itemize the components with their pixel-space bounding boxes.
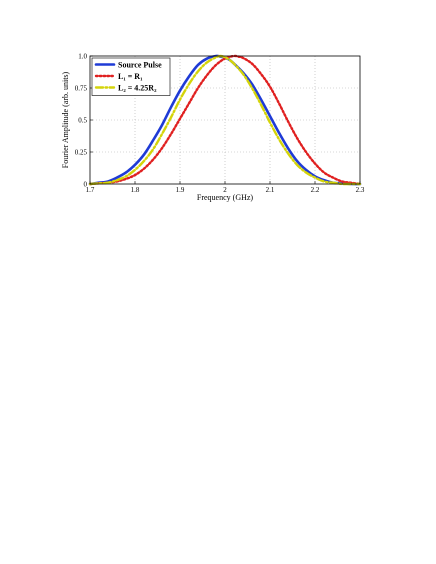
- series-line-2: [88, 54, 362, 186]
- series-line-3: [88, 54, 362, 186]
- y-tick-label: 0.25: [75, 149, 88, 157]
- x-tick-label: 1.8: [131, 186, 140, 194]
- x-tick-label: 2: [223, 186, 227, 194]
- y-tick-label: 0: [84, 181, 88, 189]
- series-lines: [88, 54, 362, 186]
- y-tick-label: 1.0: [78, 53, 87, 61]
- legend: Source Pulse L₁ = R₁ L₂ = 4.25R₂: [91, 57, 171, 96]
- legend-label: L₂ = 4.25R₂: [118, 84, 157, 93]
- x-tick-label: 2.2: [311, 186, 320, 194]
- y-axis-label: Fourier Amplitude (arb. units): [61, 71, 70, 168]
- x-tick-label: 2.3: [356, 186, 365, 194]
- x-axis-label: Frequency (GHz): [197, 193, 254, 202]
- y-tick-label: 0.5: [78, 117, 87, 125]
- x-axis-ticks: 1.7 1.8 1.9 2 2.1 2.2 2.3: [86, 181, 365, 194]
- legend-label: L₁ = R₁: [118, 72, 143, 81]
- y-tick-label: 0.75: [75, 85, 88, 93]
- x-tick-label: 1.7: [86, 186, 95, 194]
- y-axis-ticks: 0 0.25 0.5 0.75 1.0: [75, 53, 93, 189]
- legend-label: Source Pulse: [118, 61, 162, 70]
- x-tick-label: 1.9: [176, 186, 185, 194]
- x-tick-label: 2.1: [266, 186, 275, 194]
